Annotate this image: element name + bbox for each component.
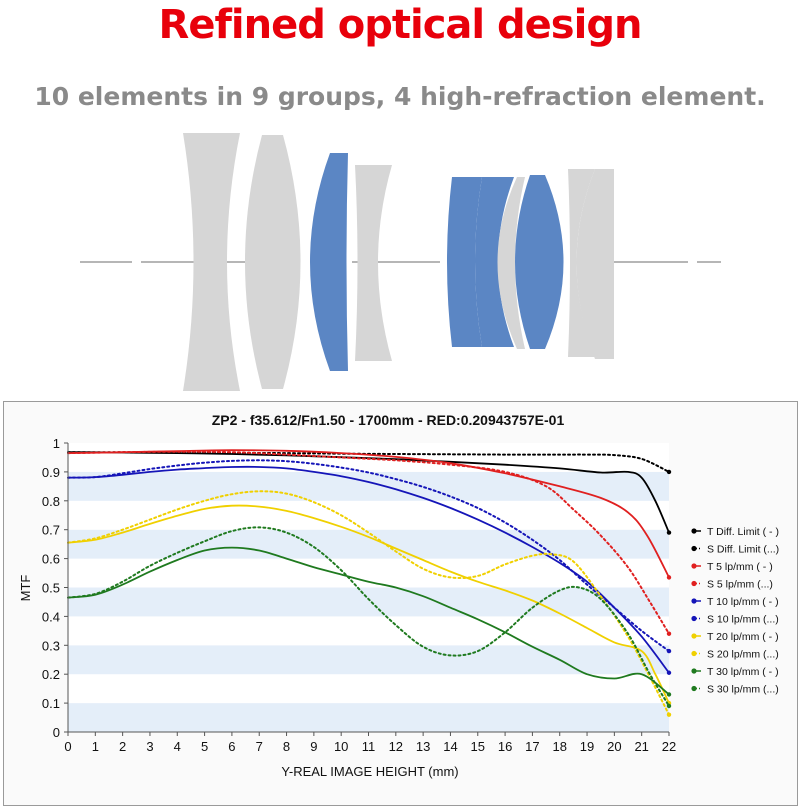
lens-element-5-high-refraction bbox=[447, 177, 482, 347]
legend-label: S 20 lp/mm (...) bbox=[707, 649, 779, 661]
x-tick-label: 19 bbox=[580, 739, 594, 754]
y-tick-label: 0.4 bbox=[42, 609, 60, 624]
lens-element-1 bbox=[183, 133, 240, 391]
y-tick-label: 0 bbox=[53, 725, 60, 740]
y-tick-label: 1 bbox=[53, 436, 60, 451]
legend-marker bbox=[691, 528, 697, 534]
series-line bbox=[67, 451, 670, 473]
series-end-marker bbox=[666, 703, 672, 709]
x-tick-label: 6 bbox=[228, 739, 235, 754]
series-line bbox=[67, 490, 670, 716]
x-tick-label: 7 bbox=[256, 739, 263, 754]
series-line bbox=[67, 546, 670, 696]
y-tick-label: 0.2 bbox=[42, 667, 60, 682]
y-tick-label: 0.9 bbox=[42, 465, 60, 480]
x-tick-label: 22 bbox=[662, 739, 676, 754]
page-subtitle: 10 elements in 9 groups, 4 high-refracti… bbox=[34, 82, 766, 111]
grid-band bbox=[68, 616, 669, 646]
legend-marker bbox=[691, 545, 697, 552]
x-tick-label: 9 bbox=[310, 739, 317, 754]
legend-label: T Diff. Limit ( - ) bbox=[707, 526, 779, 538]
legend-marker bbox=[691, 580, 697, 587]
legend-label: S 5 lp/mm (...) bbox=[707, 579, 773, 591]
y-tick-label: 0.6 bbox=[42, 552, 60, 567]
legend-label: S 30 lp/mm (...) bbox=[707, 684, 779, 696]
legend-marker bbox=[691, 615, 697, 622]
grid-band bbox=[68, 558, 669, 588]
legend-marker bbox=[691, 598, 697, 604]
lens-element-6-high-refraction bbox=[475, 177, 514, 347]
legend-label: T 30 lp/mm ( - ) bbox=[707, 666, 779, 678]
x-tick-label: 12 bbox=[389, 739, 403, 754]
x-tick-label: 4 bbox=[174, 739, 181, 754]
series-end-marker bbox=[666, 648, 672, 654]
series-end-marker bbox=[666, 575, 672, 580]
legend-marker bbox=[691, 563, 697, 569]
series-end-marker bbox=[666, 692, 672, 697]
legend-label: T 5 lp/mm ( - ) bbox=[707, 561, 773, 573]
lens-element-8-high-refraction bbox=[515, 175, 564, 349]
y-tick-label: 0.3 bbox=[42, 638, 60, 653]
grid-band bbox=[68, 645, 669, 675]
x-tick-label: 13 bbox=[416, 739, 430, 754]
x-tick-label: 18 bbox=[552, 739, 566, 754]
legend-marker bbox=[691, 685, 697, 692]
series-line bbox=[67, 450, 670, 635]
lens-element-4 bbox=[355, 165, 392, 361]
legend-label: T 10 lp/mm ( - ) bbox=[707, 596, 779, 608]
series-line bbox=[67, 459, 670, 653]
grid-band bbox=[68, 674, 669, 704]
lens-diagram bbox=[80, 133, 721, 391]
legend-label: S 10 lp/mm (...) bbox=[707, 614, 779, 626]
y-tick-label: 0.8 bbox=[42, 494, 60, 509]
x-tick-label: 14 bbox=[443, 739, 457, 754]
series-line bbox=[67, 526, 670, 707]
lens-element-7 bbox=[497, 177, 525, 349]
legend-label: T 20 lp/mm ( - ) bbox=[707, 631, 779, 643]
chart-legend: T Diff. Limit ( - ) S Diff. Limit (...) T … bbox=[691, 526, 779, 696]
legend-marker bbox=[691, 668, 697, 674]
x-tick-label: 21 bbox=[634, 739, 648, 754]
x-tick-label: 16 bbox=[498, 739, 512, 754]
mtf-chart-panel: 0 1 2 3 4 5 6 7 8 9 10 11 12 13 14 15 16 17 18 19 20 21 22 0 0.1… bbox=[3, 401, 798, 806]
x-tick-label: 1 bbox=[92, 739, 99, 754]
series-end-marker bbox=[666, 712, 672, 717]
chart-title: ZP2 - f35.612/Fn1.50 - 1700mm - RED:0.20… bbox=[212, 412, 565, 428]
grid-band bbox=[68, 529, 669, 559]
legend-label: S Diff. Limit (...) bbox=[707, 544, 779, 556]
x-tick-label: 17 bbox=[525, 739, 539, 754]
x-tick-label: 5 bbox=[201, 739, 208, 754]
y-tick-label: 0.5 bbox=[42, 581, 60, 596]
series-end-marker bbox=[666, 530, 672, 535]
x-axis-label: Y-REAL IMAGE HEIGHT (mm) bbox=[281, 764, 458, 779]
x-tick-label: 8 bbox=[283, 739, 290, 754]
series-line bbox=[67, 449, 670, 579]
lens-element-2 bbox=[245, 135, 301, 389]
grid-band bbox=[68, 703, 669, 732]
x-tick-label: 15 bbox=[471, 739, 485, 754]
series-end-marker bbox=[666, 670, 672, 675]
x-tick-label: 10 bbox=[334, 739, 348, 754]
y-tick-label: 0.1 bbox=[42, 696, 60, 711]
x-tick-label: 0 bbox=[64, 739, 71, 754]
x-tick-label: 11 bbox=[362, 739, 376, 754]
grid-band bbox=[68, 471, 669, 501]
legend-marker bbox=[691, 633, 697, 639]
series-end-marker bbox=[666, 631, 672, 636]
x-tick-label: 2 bbox=[119, 739, 126, 754]
y-axis-label: MTF bbox=[18, 575, 33, 602]
x-tick-label: 3 bbox=[146, 739, 153, 754]
lens-element-3-high-refraction bbox=[310, 153, 348, 371]
x-tick-label: 20 bbox=[607, 739, 621, 754]
chart-series bbox=[67, 449, 672, 717]
mtf-chart: 0 1 2 3 4 5 6 7 8 9 10 11 12 13 14 15 16 17 18 19 20 21 2200.1… bbox=[4, 402, 797, 805]
series-end-marker bbox=[666, 469, 672, 475]
lens-element-9 bbox=[568, 169, 595, 357]
lens-element-10 bbox=[576, 169, 614, 359]
chart-axes: 0 1 2 3 4 5 6 7 8 9 10 11 12 13 14 15 16 17 18 19 20 21 2200.1… bbox=[42, 436, 676, 754]
grid-band bbox=[68, 587, 669, 617]
legend-marker bbox=[691, 650, 697, 657]
page-title: Refined optical design bbox=[158, 2, 643, 48]
y-tick-label: 0.7 bbox=[42, 523, 60, 538]
